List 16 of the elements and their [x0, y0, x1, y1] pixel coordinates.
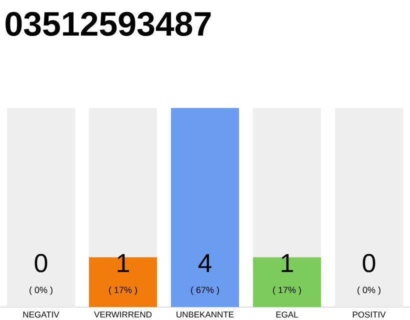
annotation: ( 17% )	[109, 286, 137, 295]
data-label: 4	[198, 254, 212, 272]
data-label: 0	[362, 254, 376, 272]
annotation: ( 17% )	[273, 286, 301, 295]
x-tick-label: POSITIV	[352, 312, 386, 318]
x-tick-label: NEGATIV	[23, 312, 60, 318]
x-tick-label: UNBEKANNTE	[176, 312, 234, 318]
x-tick-label: VERWIRREND	[94, 312, 152, 318]
data-label: 1	[282, 254, 293, 272]
data-label: 1	[118, 254, 129, 272]
annotation: ( 67% )	[191, 286, 219, 295]
chart-title: 03512593487	[6, 12, 211, 36]
data-label: 0	[34, 254, 48, 272]
x-tick-label: EGAL	[276, 312, 298, 318]
annotation: ( 0% )	[30, 286, 52, 295]
annotation: ( 0% )	[358, 286, 380, 295]
